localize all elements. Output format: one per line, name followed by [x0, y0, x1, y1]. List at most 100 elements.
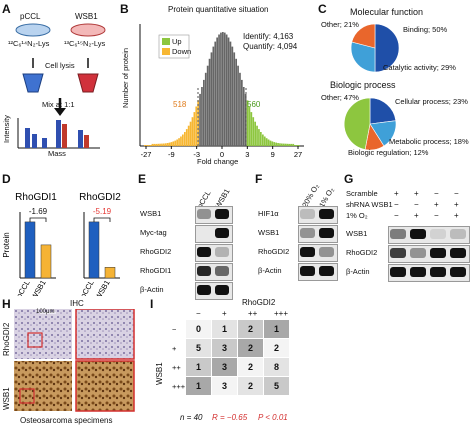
blot-band [319, 266, 334, 276]
blot-band [215, 285, 229, 295]
blot-strip [388, 264, 470, 282]
molecular-function-title: Molecular function [350, 7, 424, 17]
ihc-wsb1-zoom [75, 360, 135, 412]
x-tick-label: 9 [271, 150, 275, 158]
blot-row-label: HIF1α [258, 209, 279, 218]
pie2-metabolic-label: Metabolic process; 18% [389, 137, 469, 146]
pie2-other-label: Other; 47% [321, 93, 359, 102]
histogram-bin [185, 129, 188, 146]
blot-band [430, 248, 446, 258]
pie1-other-label: Other; 21% [321, 20, 359, 29]
histogram-bin [201, 87, 203, 146]
blot-band [450, 267, 466, 277]
table-cell: 1 [186, 377, 211, 395]
condition-mark: − [434, 211, 439, 220]
pie2-cellular-label: Cellular process; 23% [395, 97, 468, 106]
blot-g: WSB1 RhoGDI2 β-Actin [346, 226, 471, 286]
histogram-bin [248, 106, 251, 146]
histogram-bin [206, 65, 209, 146]
table-col-header: − [196, 309, 201, 318]
ihc-caption: Osteosarcoma specimens [20, 416, 113, 425]
histogram-bin [242, 87, 245, 146]
histogram-bin [281, 143, 283, 146]
histogram-bin [223, 32, 226, 146]
table-col-header: + [222, 309, 227, 318]
blot-band [430, 229, 446, 239]
identify-label: Identify: 4,163 [243, 32, 294, 41]
stats-n: n = 40 [180, 413, 203, 422]
condition-mark: − [434, 189, 439, 198]
histogram-bin [273, 142, 276, 146]
x-tick-label: -3 [193, 150, 200, 158]
histogram-bin [168, 142, 171, 146]
blot-row-label: RhoGDI2 [346, 248, 378, 257]
histogram-bin [210, 52, 213, 146]
blot-strip [388, 226, 470, 244]
blot-band [215, 266, 229, 276]
histogram-bin [284, 143, 287, 146]
histogram-bin [294, 145, 296, 146]
x-tick-label: 27 [294, 150, 302, 158]
condition-mark: + [414, 211, 419, 220]
blot-band [450, 229, 466, 239]
blot-row-label: WSB1 [140, 209, 162, 218]
histogram-bin [265, 138, 268, 146]
y-axis-label: Number of protein [121, 47, 130, 108]
table-cell: 1 [264, 320, 289, 338]
x-tick-label: 0 [220, 150, 224, 158]
histogram-bin [252, 117, 255, 146]
histogram-chart: -27 -9 -3 0 3 9 27 [139, 24, 304, 158]
histogram-bin [189, 121, 192, 146]
histogram-bin [212, 46, 215, 146]
histogram-bin [241, 79, 243, 146]
histogram-bin [163, 143, 165, 146]
biologic-process-pie [343, 97, 397, 151]
blot-row-label: β-Actin [140, 285, 164, 294]
blot-band [410, 267, 426, 277]
histogram-bin [151, 143, 154, 146]
condition-mark: + [414, 189, 419, 198]
table-title: RhoGDI2 [242, 298, 276, 307]
h-row-wsb1: WSB1 [2, 387, 11, 410]
blot-band [319, 228, 334, 238]
blot-band [410, 248, 426, 258]
cell-lysis-label: Cell lysis [45, 61, 75, 70]
histogram-bin [193, 112, 196, 146]
histogram-bin [227, 37, 230, 146]
blot-band [300, 266, 315, 276]
fold-change-label: -5.19 [93, 207, 112, 216]
scale-bar-label: 100μm [36, 309, 55, 315]
histogram-bin [288, 143, 291, 146]
bar-category-label: WSB1 [93, 279, 111, 297]
histogram-bin [155, 143, 158, 146]
legend-down-swatch [162, 48, 170, 55]
panel-i-label: I [150, 297, 154, 311]
blot-row-label: RhoGDI1 [140, 266, 172, 275]
table-cell: 5 [186, 339, 211, 357]
condition-mark: − [454, 189, 459, 198]
table-cell: 2 [264, 339, 289, 357]
ihc-rhogdi2-low [14, 309, 72, 359]
table-row-header: +++ [172, 382, 186, 391]
table-cell: 3 [212, 377, 237, 395]
panel-c-label: C [318, 2, 327, 16]
mass-axis-label: Mass [48, 149, 66, 158]
histogram-bin [197, 100, 199, 146]
dish-left [15, 23, 51, 37]
table-row-title: WSB1 [155, 362, 164, 385]
quantify-label: Quantify: 4,094 [243, 42, 298, 51]
blot-band [197, 266, 211, 276]
histogram-bin [290, 143, 293, 146]
blot-band [319, 209, 334, 219]
histogram-bin [174, 140, 177, 146]
panel-g-label: G [344, 172, 354, 186]
western-quant-bars: RhoGDI1pCCLWSB1-1.69ProteinRhoGDI2pCCLWS… [2, 192, 121, 297]
pie2-regulation-label: Biologic regulation; 12% [348, 148, 429, 157]
condition-mark: + [454, 211, 459, 220]
blot-band [319, 247, 334, 257]
blot-band [410, 229, 426, 239]
tube-right [77, 73, 99, 93]
bar-category-label: pCCL [78, 279, 95, 297]
condition-mark: − [394, 200, 399, 209]
histogram-bin [231, 46, 234, 146]
